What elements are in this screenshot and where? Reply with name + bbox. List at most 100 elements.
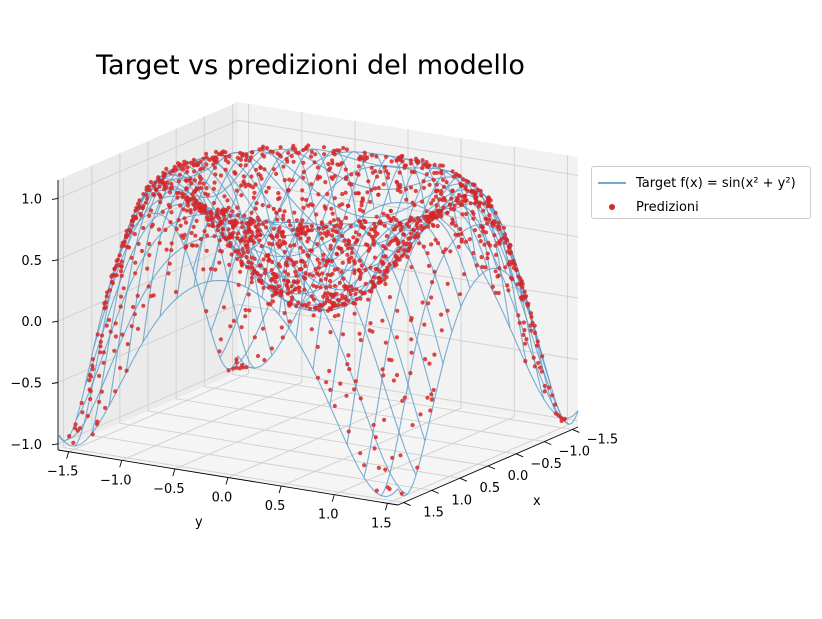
prediction-point xyxy=(369,165,374,170)
grid-line-y xyxy=(121,112,303,461)
prediction-point xyxy=(303,271,308,276)
prediction-point xyxy=(474,263,479,268)
prediction-point xyxy=(353,379,358,384)
prediction-point xyxy=(239,259,244,264)
prediction-point xyxy=(288,223,293,228)
prediction-point xyxy=(358,396,363,401)
prediction-point xyxy=(494,252,499,257)
prediction-point xyxy=(298,226,303,232)
prediction-point xyxy=(330,211,335,216)
prediction-point xyxy=(363,219,368,224)
prediction-point xyxy=(228,213,233,218)
prediction-point xyxy=(496,290,501,296)
prediction-point xyxy=(318,175,323,180)
z-tick xyxy=(51,320,59,323)
prediction-point xyxy=(449,196,454,201)
legend-line-swatch xyxy=(598,182,626,184)
prediction-point xyxy=(349,255,354,260)
prediction-point xyxy=(228,324,233,329)
prediction-point xyxy=(165,180,170,185)
prediction-point xyxy=(460,202,465,207)
prediction-point xyxy=(185,165,190,170)
prediction-point xyxy=(198,159,203,164)
prediction-point xyxy=(149,294,154,299)
prediction-point xyxy=(430,280,435,285)
prediction-point xyxy=(306,254,311,259)
prediction-point xyxy=(109,274,114,279)
x-tick-label: 0.0 xyxy=(508,469,529,484)
prediction-point xyxy=(429,397,434,402)
prediction-point xyxy=(325,295,330,300)
prediction-point xyxy=(87,378,92,383)
prediction-point xyxy=(128,229,133,235)
wireframe-line xyxy=(397,267,579,497)
prediction-point xyxy=(370,329,375,334)
prediction-point xyxy=(454,171,459,177)
prediction-point xyxy=(239,254,244,259)
prediction-point xyxy=(356,172,361,177)
prediction-point xyxy=(362,157,367,162)
prediction-point xyxy=(234,360,239,365)
prediction-point xyxy=(227,154,232,159)
prediction-point xyxy=(259,244,264,249)
prediction-point xyxy=(213,149,219,155)
prediction-point xyxy=(259,280,264,285)
prediction-point xyxy=(286,272,291,277)
prediction-point xyxy=(426,301,431,306)
prediction-point xyxy=(332,196,337,201)
prediction-point xyxy=(479,255,484,260)
prediction-point xyxy=(370,153,375,158)
prediction-point xyxy=(363,281,368,286)
prediction-point xyxy=(505,283,510,288)
prediction-point xyxy=(294,304,299,309)
prediction-point xyxy=(418,412,423,417)
prediction-point xyxy=(201,181,206,186)
prediction-point xyxy=(227,235,233,240)
y-tick xyxy=(331,494,335,502)
prediction-point xyxy=(223,154,228,159)
prediction-point xyxy=(243,234,248,239)
prediction-point xyxy=(478,239,483,244)
prediction-point xyxy=(255,233,260,238)
legend-dot-swatch xyxy=(609,204,615,210)
y-tick xyxy=(278,485,282,494)
prediction-point xyxy=(129,324,134,329)
prediction-point xyxy=(408,318,414,323)
prediction-point xyxy=(382,223,387,228)
prediction-point xyxy=(157,184,162,189)
prediction-point xyxy=(408,158,413,163)
prediction-point xyxy=(282,278,287,283)
prediction-point xyxy=(146,284,151,289)
prediction-point xyxy=(230,230,236,236)
prediction-point xyxy=(331,218,337,223)
prediction-point xyxy=(426,263,432,268)
tick-labels: −1.0−0.50.00.51.0−1.5−1.0−0.50.00.51.01.… xyxy=(10,192,618,531)
prediction-point xyxy=(357,156,362,161)
prediction-point xyxy=(149,224,154,229)
prediction-point xyxy=(239,263,245,268)
prediction-point xyxy=(174,226,179,232)
prediction-point xyxy=(508,259,513,264)
prediction-point xyxy=(120,240,125,245)
prediction-point xyxy=(540,354,545,359)
prediction-point xyxy=(238,269,243,274)
prediction-point xyxy=(306,203,311,208)
prediction-point xyxy=(409,231,414,236)
prediction-point xyxy=(325,272,330,277)
prediction-point xyxy=(276,229,281,234)
prediction-point xyxy=(258,165,263,170)
prediction-point xyxy=(144,187,149,192)
prediction-point xyxy=(225,243,230,248)
prediction-point xyxy=(207,223,212,228)
prediction-point xyxy=(386,215,391,220)
prediction-point xyxy=(303,276,308,281)
prediction-point xyxy=(214,214,219,219)
prediction-point xyxy=(227,262,232,267)
grid-lines xyxy=(57,103,579,504)
prediction-point xyxy=(191,157,196,162)
prediction-point xyxy=(270,271,275,277)
prediction-point xyxy=(203,191,208,196)
prediction-point xyxy=(386,171,391,176)
prediction-point xyxy=(95,332,100,337)
prediction-point xyxy=(122,243,127,248)
